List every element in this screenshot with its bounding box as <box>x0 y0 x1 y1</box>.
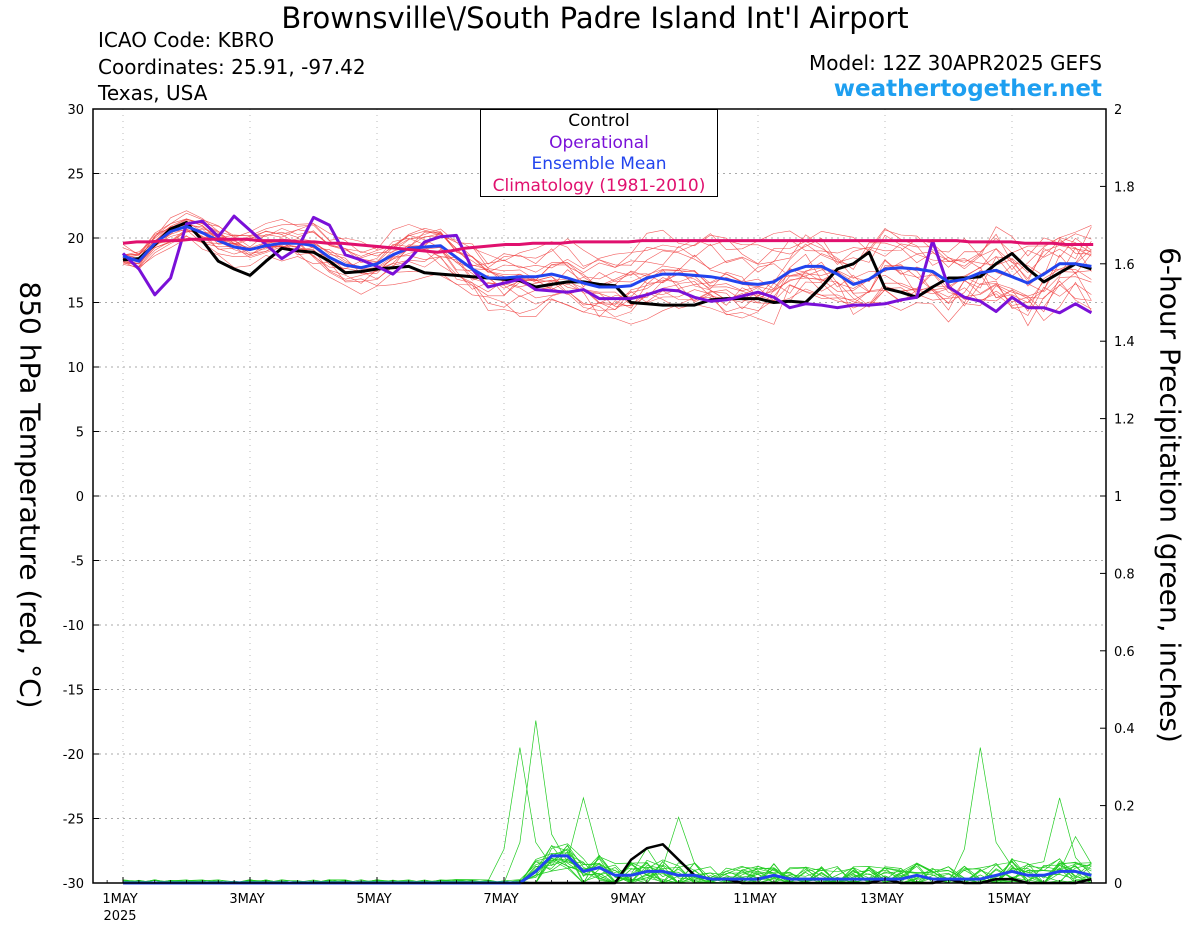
y-right-tick-label: 0.6 <box>1114 645 1135 660</box>
legend-item-control: Control <box>568 111 630 131</box>
x-tick-label: 9MAY <box>610 892 645 907</box>
y-left-tick-label: -20 <box>63 748 84 763</box>
model-run: Model: 12Z 30APR2025 GEFS <box>809 51 1102 75</box>
y-left-tick-label: -5 <box>71 555 84 570</box>
icao-code: ICAO Code: KBRO <box>98 28 275 52</box>
y-left-tick-label: 5 <box>76 426 84 441</box>
precip-member-line <box>123 720 1092 884</box>
y-right-tick-label: 0.2 <box>1114 800 1135 815</box>
x-tick-label: 11MAY <box>733 892 777 907</box>
coordinates: Coordinates: 25.91, -97.42 <box>98 55 366 79</box>
precip-member-line <box>123 747 1092 884</box>
site-link[interactable]: weathertogether.net <box>833 76 1102 102</box>
y-right-tick-label: 0.4 <box>1114 722 1135 737</box>
location: Texas, USA <box>98 81 208 105</box>
y-left-tick-label: 20 <box>67 232 84 247</box>
legend-item-climatology: Climatology (1981-2010) <box>492 175 706 196</box>
y-right-tick-label: 1 <box>1114 490 1122 505</box>
chart-title: Brownsville\/South Padre Island Int'l Ai… <box>281 1 909 35</box>
axis-ticks: 302520151050-5-10-15-20-25-3021.81.61.41… <box>63 103 1135 924</box>
temp-series-climatology- <box>122 237 1094 254</box>
legend-item-operational: Operational <box>549 132 649 153</box>
y-left-tick-label: -25 <box>63 813 84 828</box>
temp-member-line <box>122 219 1092 309</box>
temp-series-operational <box>121 214 1093 315</box>
y-right-tick-label: 1.4 <box>1114 335 1135 350</box>
legend: Control Operational Ensemble Mean Climat… <box>480 109 718 197</box>
y-left-tick-label: -30 <box>63 877 84 892</box>
y-axis-right-label: 6-hour Precipitation (green, inches) <box>1153 247 1187 743</box>
precip-member-line <box>123 747 1092 884</box>
y-left-tick-label: -10 <box>63 619 84 634</box>
y-right-tick-label: 1.6 <box>1114 258 1135 273</box>
temp-series-control <box>122 221 1092 307</box>
y-right-tick-label: 0.8 <box>1114 567 1135 582</box>
y-right-tick-label: 1.8 <box>1114 180 1135 195</box>
y-right-tick-label: 0 <box>1114 877 1122 892</box>
x-tick-label: 13MAY <box>860 892 904 907</box>
y-axis-left-label: 850 hPa Temperature (red, °C) <box>13 281 47 709</box>
x-tick-label: 3MAY <box>229 892 264 907</box>
temp-member-lines <box>122 210 1092 327</box>
temp-series-ensemble-mean <box>122 224 1092 289</box>
y-left-tick-label: 30 <box>67 103 84 118</box>
precip-member-lines <box>122 720 1092 884</box>
legend-item-ensemble-mean: Ensemble Mean <box>531 154 667 174</box>
precip-member-line <box>123 816 1092 884</box>
x-tick-label: 5MAY <box>356 892 391 907</box>
y-left-tick-label: 15 <box>67 297 84 312</box>
y-left-tick-label: 25 <box>67 168 84 183</box>
y-left-tick-label: 0 <box>76 490 84 505</box>
precip-member-line <box>123 843 1092 884</box>
y-left-tick-label: -15 <box>63 684 84 699</box>
series-lines <box>121 214 1094 885</box>
y-right-tick-label: 2 <box>1114 103 1122 118</box>
x-tick-label: 15MAY <box>987 892 1031 907</box>
precip-series-control <box>123 843 1092 885</box>
y-left-tick-label: 10 <box>67 361 84 376</box>
x-tick-label: 7MAY <box>483 892 518 907</box>
x-tick-sublabel: 2025 <box>103 909 136 924</box>
y-right-tick-label: 1.2 <box>1114 413 1135 428</box>
x-tick-label: 1MAY <box>102 892 137 907</box>
temp-member-line <box>122 230 1092 310</box>
